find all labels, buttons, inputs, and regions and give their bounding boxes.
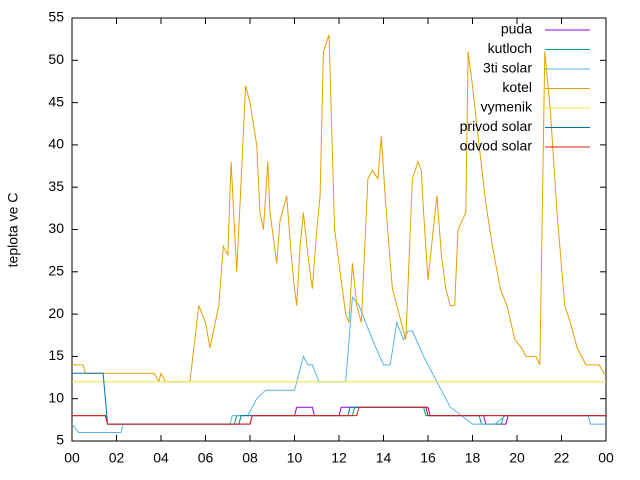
x-tick-label: 14 <box>376 450 392 466</box>
legend-label: kutloch <box>488 40 532 56</box>
series-line <box>72 34 606 384</box>
y-tick-label: 10 <box>48 389 64 405</box>
x-tick-label: 20 <box>509 450 525 466</box>
x-tick-label: 16 <box>420 450 436 466</box>
y-tick-label: 20 <box>48 305 64 321</box>
x-tick-label: 12 <box>331 450 347 466</box>
y-tick-label: 40 <box>48 136 64 152</box>
legend-label: kotel <box>502 79 532 95</box>
legend-label: vymenik <box>481 99 533 115</box>
y-tick-label: 30 <box>48 220 64 236</box>
x-tick-label: 10 <box>287 450 303 466</box>
x-tick-label: 08 <box>242 450 258 466</box>
x-tick-label: 02 <box>109 450 125 466</box>
series-line <box>72 406 606 425</box>
x-tick-label: 04 <box>153 450 169 466</box>
legend-label: puda <box>501 21 532 37</box>
y-tick-label: 15 <box>48 347 64 363</box>
y-axis-label: teplota ve C <box>5 193 21 268</box>
series-line <box>72 372 606 425</box>
y-tick-label: 25 <box>48 263 64 279</box>
y-tick-label: 50 <box>48 51 64 67</box>
x-tick-label: 06 <box>198 450 214 466</box>
series-line <box>71 295 606 433</box>
legend-label: 3ti solar <box>483 60 532 76</box>
x-tick-label: 18 <box>465 450 481 466</box>
x-tick-label: 22 <box>554 450 570 466</box>
x-tick-label: 00 <box>64 450 80 466</box>
x-tick-label: 00 <box>598 450 614 466</box>
y-tick-label: 35 <box>48 178 64 194</box>
legend-label: privod solar <box>460 118 533 134</box>
y-tick-label: 55 <box>48 9 64 25</box>
y-tick-label: 5 <box>56 432 64 448</box>
legend-label: odvod solar <box>460 138 533 154</box>
y-tick-label: 45 <box>48 93 64 109</box>
